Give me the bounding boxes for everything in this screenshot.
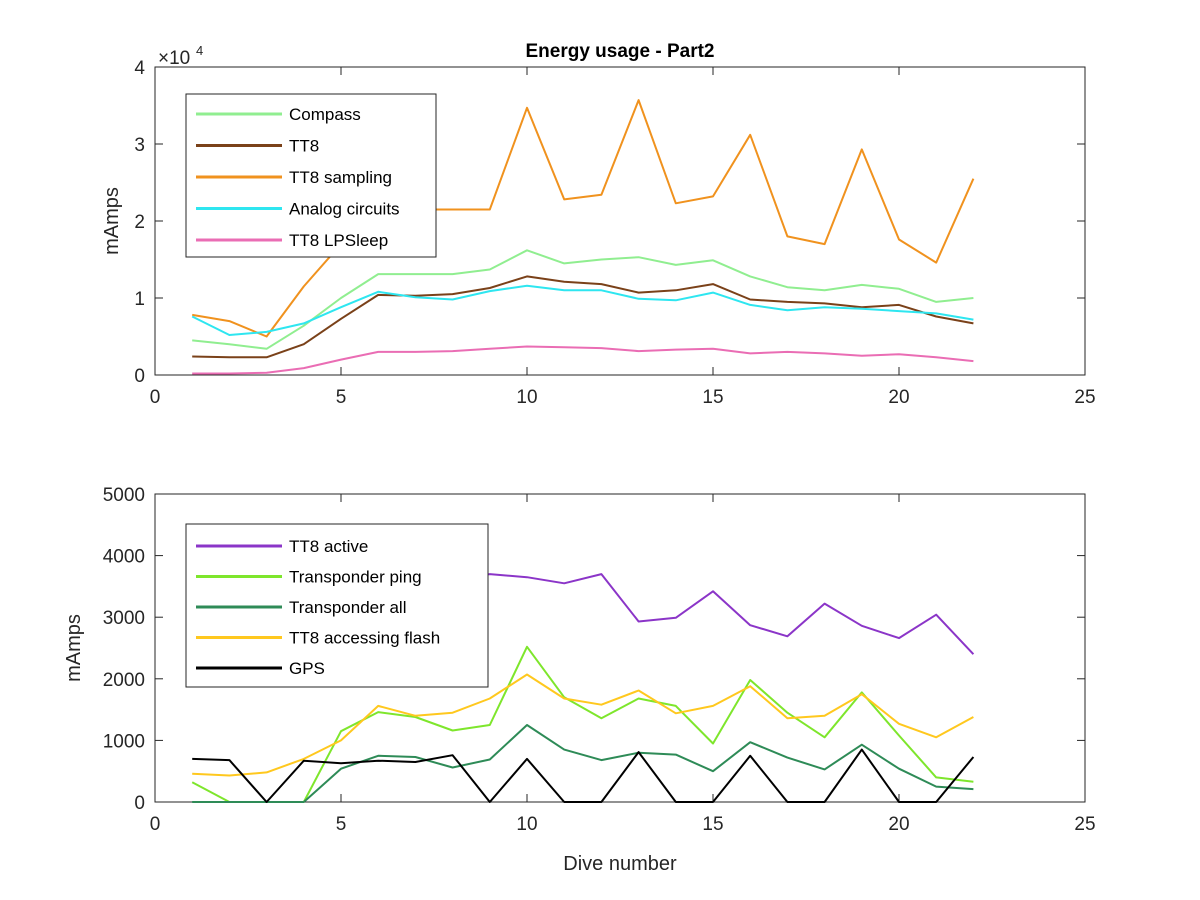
x-tick-label: 10 [516,387,537,408]
legend-label: Analog circuits [289,200,400,219]
y-axis-label: mAmps [101,187,123,255]
y-tick-label: 3000 [103,608,145,629]
x-tick-label: 5 [336,814,347,835]
legend-label: TT8 LPSleep [289,231,388,250]
legend-label: Transponder ping [289,568,422,587]
y-tick-label: 4 [134,58,145,79]
y-tick-label: 3 [134,135,145,156]
legend: TT8 active Transponder ping Transponder al… [185,523,489,688]
y-tick-label: 1000 [103,731,145,752]
series-line [191,645,974,803]
legend-label: GPS [289,659,325,678]
x-tick-label: 25 [1074,387,1095,408]
y-tick-label: 5000 [103,485,145,506]
y-tick-label: 4000 [103,547,145,568]
series-line [192,275,974,359]
legend-label: Transponder all [289,598,407,617]
y-tick-label: 0 [134,366,145,387]
y-tick-label: 1 [134,289,145,310]
x-tick-label: 5 [336,387,347,408]
y-tick-label: 0 [134,793,145,814]
x-tick-label: 15 [702,387,723,408]
x-tick-label: 0 [150,814,161,835]
series-line [192,748,975,803]
legend: Compass TT8 TT8 sampling Analog circuits TT8… [185,93,437,258]
x-tick-label: 15 [702,814,723,835]
legend-label: TT8 active [289,537,368,556]
y-tick-label: 2 [134,212,145,233]
legend-label: TT8 sampling [289,168,392,187]
series-line [192,724,974,803]
x-tick-label: 20 [888,387,909,408]
legend-label: TT8 [289,137,319,156]
series-line [191,284,974,336]
x-tick-label: 0 [150,387,161,408]
x-tick-label: 20 [888,814,909,835]
series-line [192,249,974,350]
y-exponent-base: ×10 [158,48,190,69]
series-line [192,345,974,375]
y-axis-label: mAmps [63,614,85,682]
series-line [192,673,974,777]
legend-label: TT8 accessing flash [289,629,440,648]
x-tick-label: 25 [1074,814,1095,835]
y-tick-label: 2000 [103,670,145,691]
chart-title: Energy usage - Part2 [525,41,714,62]
legend-label: Compass [289,105,361,124]
x-axis-label: Dive number [563,853,677,875]
x-tick-label: 10 [516,814,537,835]
top-plot: Energy usage - Part2 ×10 4 mAmps 0 5 10 15 2… [101,41,1096,408]
bottom-plot: Dive number mAmps 0 5 10 15 20 25 0 1000 2000 300… [63,485,1096,875]
series-line [192,99,975,338]
y-exponent-power: 4 [196,43,203,58]
